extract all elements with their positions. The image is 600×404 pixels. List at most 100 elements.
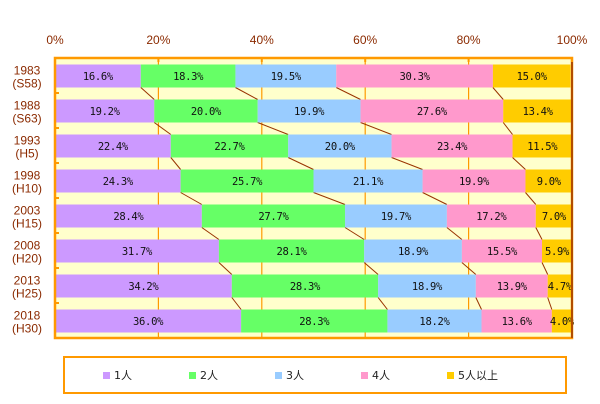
category-label-year: 1998 [14, 169, 41, 183]
value-label: 13.4% [523, 106, 554, 118]
bar-segment [55, 309, 242, 333]
series-connector-line [547, 297, 553, 310]
bar-segment [257, 99, 361, 123]
bar-segment [313, 169, 423, 193]
value-label: 27.6% [417, 106, 448, 118]
bar-segment [336, 64, 493, 88]
series-connector-line [257, 122, 289, 135]
legend-item-2-persons: 2人 [189, 367, 275, 383]
value-label: 24.3% [103, 176, 134, 188]
series-connector-line [475, 297, 482, 310]
category-label-year: 1988 [14, 99, 41, 113]
bar-segment [154, 99, 258, 123]
series-connector-line [461, 262, 477, 275]
bar-segment [55, 274, 232, 298]
series-connector-line [180, 192, 203, 205]
value-label: 34.2% [128, 281, 159, 293]
bar-segment [218, 239, 365, 263]
series-connector-line [446, 227, 463, 240]
value-label: 23.4% [437, 141, 468, 153]
value-label: 28.1% [276, 246, 307, 258]
bar-segment [55, 134, 171, 158]
legend-item-1-person: 1人 [103, 367, 189, 383]
bar-segment [378, 274, 476, 298]
value-label: 4.7% [548, 281, 573, 293]
bar-segment [387, 309, 482, 333]
value-label: 22.7% [214, 141, 245, 153]
series-connector-line [363, 262, 379, 275]
value-label: 18.2% [419, 316, 450, 328]
bar-segment [461, 239, 543, 263]
x-tick-label: 40% [250, 33, 274, 47]
bar-segment [360, 99, 504, 123]
bar-segment [542, 239, 572, 263]
bar-segment [241, 309, 388, 333]
value-label: 19.9% [294, 106, 325, 118]
bar-segment [512, 134, 572, 158]
value-label: 19.2% [90, 106, 121, 118]
series-connector-line [512, 157, 526, 170]
value-label: 31.7% [122, 246, 153, 258]
value-label: 36.0% [133, 316, 164, 328]
series-connector-line [492, 87, 504, 100]
bar-segment [481, 309, 552, 333]
bar-segment [535, 204, 572, 228]
x-tick-label: 20% [146, 33, 170, 47]
value-label: 5.9% [545, 246, 570, 258]
series-connector-line [525, 192, 537, 205]
value-label: 13.6% [502, 316, 533, 328]
category-label-year: 2003 [14, 204, 41, 218]
bar-segment [391, 134, 513, 158]
value-label: 30.3% [400, 71, 431, 83]
series-connector-line [502, 122, 513, 135]
legend-item-3-persons: 3人 [275, 367, 361, 383]
category-label-year: 1993 [14, 134, 41, 148]
value-label: 19.5% [271, 71, 302, 83]
value-label: 13.9% [497, 281, 528, 293]
value-label: 7.0% [542, 211, 567, 223]
value-label: 9.0% [537, 176, 562, 188]
bar-segment [345, 204, 447, 228]
value-label: 28.3% [290, 281, 321, 293]
series-connector-line [218, 262, 233, 275]
x-tick-label: 100% [557, 33, 588, 47]
series-connector-line [313, 192, 346, 205]
value-label: 22.4% [98, 141, 129, 153]
value-label: 21.1% [353, 176, 384, 188]
legend-label-3-persons: 3人 [286, 369, 304, 382]
bar-segment [55, 99, 155, 123]
value-label: 11.5% [527, 141, 558, 153]
legend-swatch-3-persons [275, 371, 282, 379]
category-label-year: 1983 [14, 64, 41, 78]
legend-label-4-persons: 4人 [372, 369, 390, 382]
series-connector-line [535, 227, 543, 240]
series-connector-line [336, 87, 361, 100]
bar-segment [201, 204, 346, 228]
category-label-year: 2018 [14, 309, 41, 323]
series-connector-line [391, 157, 423, 170]
series-connector-line [377, 297, 388, 310]
value-label: 28.4% [113, 211, 144, 223]
category-label-era: (H10) [12, 182, 42, 196]
value-label: 19.7% [381, 211, 412, 223]
legend-swatch-5-plus-persons [447, 371, 454, 379]
series-connector-line [235, 87, 258, 100]
legend: 1人 2人 3人 4人 5人以上 [63, 356, 567, 394]
value-label: 18.9% [398, 246, 429, 258]
bar-segment [446, 204, 536, 228]
bar-segment [55, 169, 181, 193]
legend-swatch-4-persons [361, 371, 368, 379]
category-label-era: (H30) [12, 322, 42, 336]
category-label-year: 2013 [14, 274, 41, 288]
category-label-era: (H20) [12, 252, 42, 266]
value-label: 16.6% [83, 71, 114, 83]
bar-segment [140, 64, 236, 88]
category-label-era: (H5) [15, 147, 38, 161]
bar-segment [55, 204, 202, 228]
x-tick-label: 80% [457, 33, 481, 47]
value-label: 28.3% [299, 316, 330, 328]
legend-item-4-persons: 4人 [361, 367, 447, 383]
value-label: 18.9% [412, 281, 443, 293]
value-label: 20.0% [325, 141, 356, 153]
category-label-era: (H25) [12, 287, 42, 301]
